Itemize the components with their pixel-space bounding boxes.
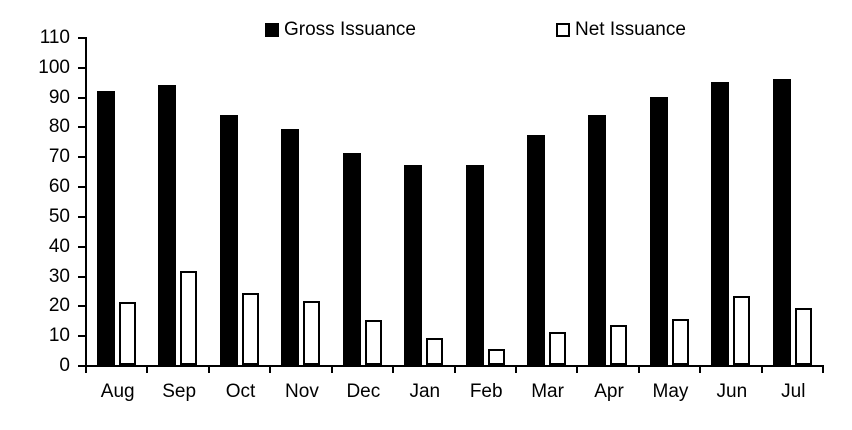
x-tick-label: Nov (285, 381, 319, 402)
y-tick-mark (78, 215, 85, 218)
gross-issuance-bar (465, 165, 484, 365)
x-tick-mark (454, 365, 456, 373)
y-tick-label: 0 (59, 355, 70, 376)
y-tick-label: 10 (48, 325, 70, 347)
y-tick-label: 80 (48, 116, 70, 138)
y-tick-mark (78, 156, 85, 159)
y-tick-mark (78, 66, 85, 69)
x-tick-mark (392, 365, 394, 373)
gross-issuance-bar (772, 78, 791, 365)
y-tick-mark (78, 245, 85, 248)
net-issuance-bar (180, 271, 198, 365)
x-tick-label: Apr (594, 381, 624, 402)
x-tick-mark (638, 365, 640, 373)
gross-issuance-bar (281, 129, 300, 365)
net-issuance-bar (794, 308, 812, 365)
legend-label-gross-issuance: Gross Issuance (284, 19, 416, 40)
net-issuance-bar (733, 296, 751, 365)
x-tick-label: Jul (781, 381, 806, 402)
legend-item-net-issuance: Net Issuance (556, 20, 686, 39)
legend-label-net-issuance: Net Issuance (575, 19, 686, 40)
y-tick-mark (78, 305, 85, 308)
y-tick-mark (78, 365, 85, 367)
gross-issuance-bar (219, 114, 238, 365)
x-tick-mark (85, 365, 87, 373)
gross-issuance-bar (97, 90, 115, 365)
y-tick-label: 100 (38, 56, 70, 78)
y-tick-label: 110 (39, 27, 70, 48)
net-issuance-bar (487, 348, 505, 365)
y-tick-mark (78, 186, 85, 189)
y-tick-label: 50 (48, 205, 70, 227)
net-issuance-bar (426, 338, 444, 365)
net-issuance-bar (364, 320, 382, 365)
x-tick-label: Oct (225, 381, 256, 402)
x-tick-mark (331, 365, 333, 373)
gross-issuance-bar (526, 135, 545, 365)
x-tick-label: Jan (409, 381, 441, 402)
y-tick-mark (78, 335, 85, 338)
gross-issuance-bar (588, 114, 607, 365)
x-tick-mark (146, 365, 148, 373)
x-tick-mark (699, 365, 701, 373)
x-tick-label: Sep (162, 381, 197, 402)
gross-issuance-bar (649, 96, 668, 365)
x-tick-mark (576, 365, 578, 373)
y-tick-label: 30 (48, 265, 70, 287)
x-tick-label: May (652, 381, 689, 402)
net-issuance-bar (610, 324, 628, 365)
x-tick-label: Aug (100, 381, 135, 402)
y-tick-label: 70 (48, 146, 70, 168)
gross-issuance-bar (342, 153, 361, 365)
x-tick-mark (822, 365, 824, 373)
net-issuance-bar (241, 293, 259, 365)
net-issuance-bar (119, 302, 136, 365)
x-tick-mark (269, 365, 271, 373)
x-tick-label: Mar (531, 381, 564, 402)
legend-item-gross-issuance: Gross Issuance (265, 20, 416, 39)
y-tick-label: 20 (48, 295, 70, 317)
x-tick-mark (208, 365, 210, 373)
y-tick-label: 40 (48, 235, 70, 257)
y-tick-mark (78, 37, 85, 39)
y-tick-mark (78, 126, 85, 129)
net-issuance-bar (548, 332, 566, 365)
gross-issuance-swatch-icon (265, 22, 279, 37)
net-issuance-bar (671, 318, 689, 365)
net-issuance-bar (303, 300, 321, 365)
y-tick-mark (78, 96, 85, 99)
gross-issuance-bar (404, 165, 423, 365)
y-tick-label: 90 (48, 86, 70, 108)
x-tick-label: Dec (346, 381, 381, 402)
x-tick-label: Jun (716, 381, 748, 402)
x-tick-mark (761, 365, 763, 373)
x-tick-mark (515, 365, 517, 373)
net-issuance-swatch-icon (556, 22, 570, 37)
gross-issuance-bar (158, 84, 177, 365)
y-tick-mark (78, 275, 85, 278)
gross-issuance-bar (711, 81, 730, 365)
plot-area (85, 37, 824, 367)
y-tick-label: 60 (48, 176, 70, 198)
x-tick-label: Feb (469, 381, 503, 402)
